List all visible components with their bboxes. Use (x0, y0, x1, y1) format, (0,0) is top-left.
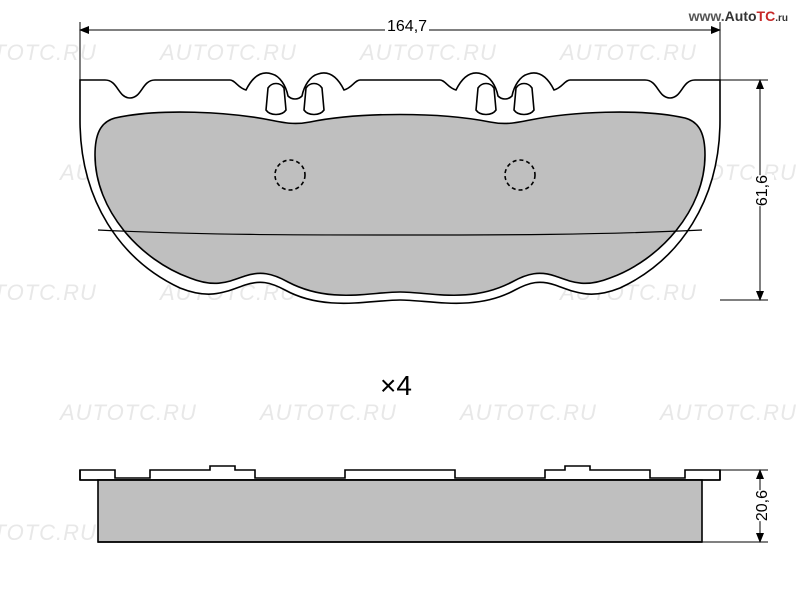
site-logo: www.AutoTC.ru (689, 8, 788, 24)
drawing-canvas: AUTOTC.RU AUTOTC.RU AUTOTC.RU AUTOTC.RU … (0, 0, 800, 600)
logo-suffix: .ru (775, 13, 788, 24)
side-view (80, 466, 720, 542)
dim-thickness-value: 20,6 (752, 490, 774, 521)
top-view (80, 73, 720, 303)
dim-height-value: 61,6 (752, 175, 774, 206)
friction-pad (95, 112, 705, 295)
quantity-label: ×4 (380, 370, 412, 402)
logo-auto: Auto (725, 8, 757, 24)
logo-tc: TC (757, 8, 776, 24)
logo-prefix: www. (689, 8, 725, 24)
technical-drawing (0, 0, 800, 600)
dim-width-value: 164,7 (385, 18, 429, 36)
